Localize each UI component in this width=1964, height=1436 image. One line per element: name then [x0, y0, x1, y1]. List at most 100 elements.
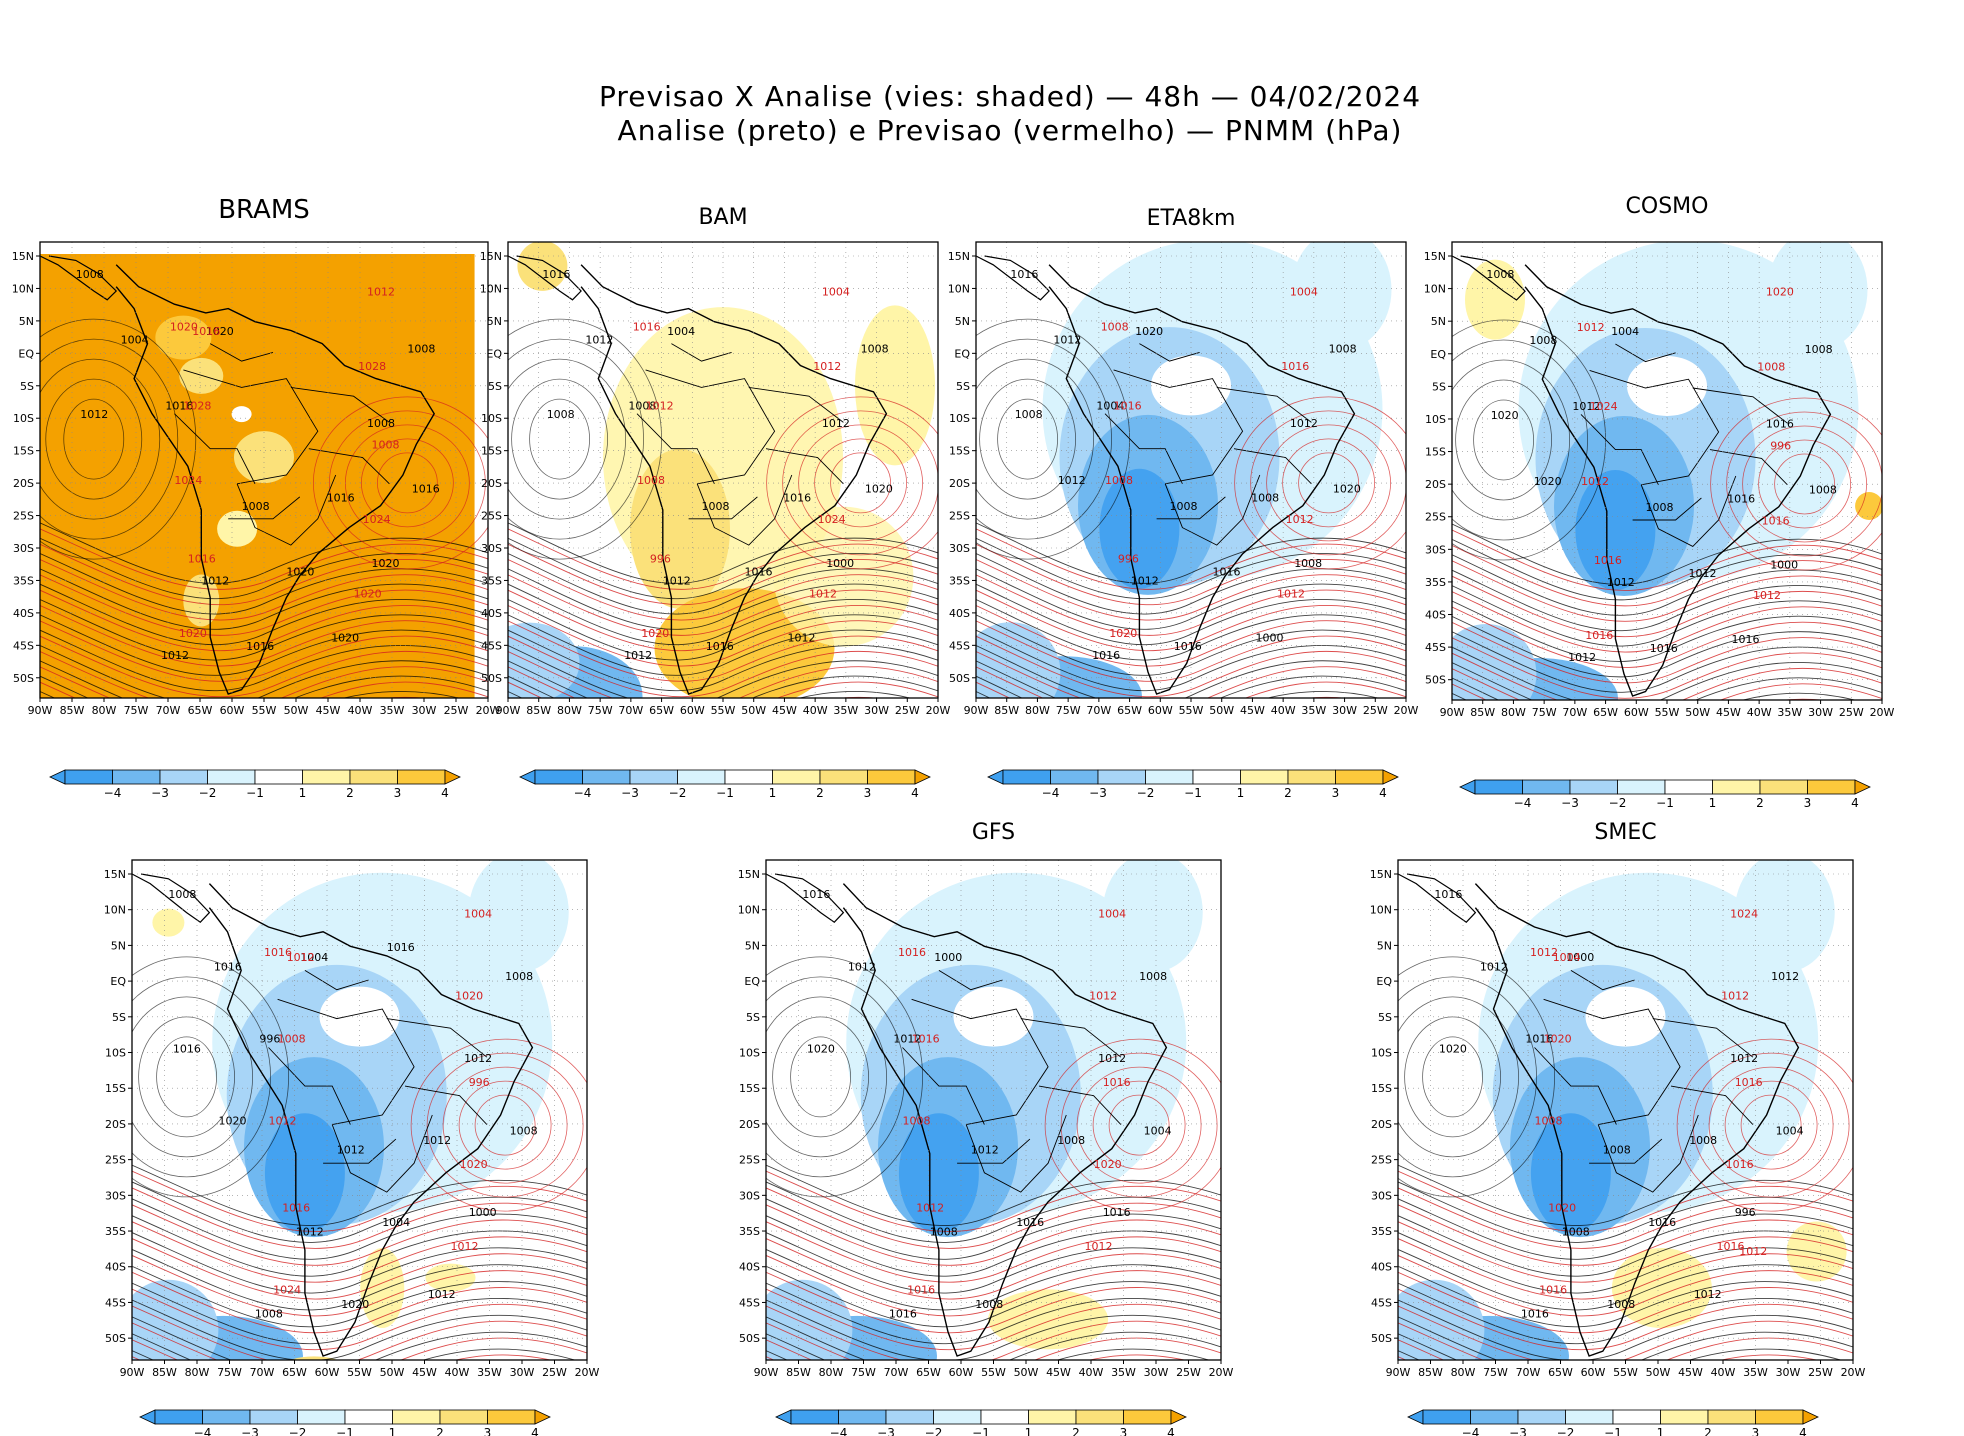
colorbar-right-arrow	[914, 769, 931, 785]
isobar-label-analysis: 1008	[1294, 557, 1322, 570]
lat-tick-label: EQ	[744, 975, 760, 988]
isobar-label-forecast: 1008	[1101, 321, 1129, 334]
colorbar-tick-label: −3	[151, 786, 169, 800]
isobar-label-analysis: 1016	[745, 566, 773, 579]
isobar-label-analysis: 1016	[1766, 418, 1794, 431]
isobar-label-forecast: 1008	[278, 1033, 306, 1046]
lat-tick-label: 35S	[739, 1225, 760, 1238]
colorbar-segment	[1565, 1409, 1614, 1425]
isobar-label-forecast: 1012	[1277, 588, 1305, 601]
isobar-label-analysis: 1016	[246, 640, 274, 653]
colorbar-segment	[487, 1409, 536, 1425]
colorbar-tick-label: −3	[241, 1426, 259, 1436]
lat-tick-label: 15S	[13, 445, 34, 458]
isobar-label-analysis: 1012	[1572, 400, 1600, 413]
isobar-label-analysis: 1012	[1568, 651, 1596, 664]
lat-tick-label: 40S	[1425, 609, 1446, 622]
lon-tick-label: 35W	[1111, 1366, 1136, 1379]
lon-tick-label: 20W	[1394, 704, 1419, 717]
lat-tick-label: 45S	[1371, 1296, 1392, 1309]
isobar-label-forecast: 1024	[174, 474, 202, 487]
isobar-label-analysis: 1008	[628, 399, 656, 412]
panel-title-bam: BAM	[698, 205, 748, 230]
isobar-label-analysis: 1008	[510, 1124, 538, 1137]
colorbar-segment	[980, 1409, 1029, 1425]
lat-tick-label: 35S	[13, 574, 34, 587]
map-panel-panel5: 1008101210081012101210081012101610041016…	[104, 859, 600, 1379]
lon-tick-label: 65W	[1117, 704, 1142, 717]
lat-tick-label: 30S	[105, 1189, 126, 1202]
lat-tick-label: EQ	[1430, 348, 1446, 361]
colorbar-segment	[933, 1409, 982, 1425]
colorbar-segment	[1287, 769, 1336, 785]
lon-tick-label: 65W	[1593, 706, 1618, 719]
isobar-label-analysis: 1012	[161, 649, 189, 662]
isobar-label-analysis: 1016	[1521, 1307, 1549, 1320]
lon-tick-label: 25W	[1363, 704, 1388, 717]
isobar-label-analysis: 1004	[121, 334, 149, 347]
lat-tick-label: 20S	[739, 1118, 760, 1131]
lon-tick-label: 40W	[445, 1366, 470, 1379]
isobar-label-forecast: 1004	[822, 285, 850, 298]
lon-tick-label: 70W	[1562, 706, 1587, 719]
isobar-label-forecast: 1016	[1594, 554, 1622, 567]
colorbar-segment	[1123, 1409, 1172, 1425]
lon-tick-label: 80W	[92, 704, 117, 717]
isobar-label-analysis: 1016	[1092, 649, 1120, 662]
lon-tick-label: 45W	[1046, 1366, 1071, 1379]
lat-tick-label: 10N	[738, 904, 760, 917]
isobar-label-analysis: 1012	[788, 631, 816, 644]
lat-tick-label: 15N	[1370, 868, 1392, 881]
isobar-label-forecast: 996	[469, 1076, 490, 1089]
isobar-label-analysis: 1012	[80, 408, 108, 421]
colorbar-segment	[1002, 769, 1051, 785]
lat-tick-label: 15S	[739, 1082, 760, 1095]
panel-title-brams: BRAMS	[218, 195, 310, 225]
isobar-label-analysis: 1008	[168, 888, 196, 901]
isobar-label-analysis: 1020	[206, 325, 234, 338]
isobar-label-analysis: 1012	[822, 417, 850, 430]
lat-tick-label: 15N	[104, 868, 126, 881]
lon-tick-label: 85W	[786, 1366, 811, 1379]
isobar-label-analysis: 1008	[861, 342, 889, 355]
isobar-label-analysis: 1016	[1103, 1206, 1131, 1219]
isobar-label-forecast: 1016	[282, 1201, 310, 1214]
isobar-label-forecast: 1008	[903, 1115, 931, 1128]
lat-tick-label: 35S	[105, 1225, 126, 1238]
isobar-label-forecast: 1020	[170, 321, 198, 334]
lat-tick-label: 25S	[481, 510, 502, 523]
colorbar-segment	[302, 769, 351, 785]
lat-tick-label: 20S	[13, 477, 34, 490]
lon-tick-label: 35W	[833, 704, 858, 717]
lat-tick-label: 40S	[739, 1261, 760, 1274]
lon-tick-label: 50W	[284, 704, 309, 717]
isobar-label-forecast: 1012	[916, 1201, 944, 1214]
panel-title-gfs: GFS	[971, 820, 1016, 845]
colorbar-tick-label: 2	[436, 1426, 444, 1436]
isobar-label-analysis: 1016	[165, 399, 193, 412]
lon-tick-label: 55W	[1613, 1366, 1638, 1379]
isobar-label-forecast: 1012	[1530, 946, 1558, 959]
isobar-label-analysis: 1012	[201, 575, 229, 588]
colorbar-tick-label: 2	[816, 786, 824, 800]
lon-tick-label: 70W	[156, 704, 181, 717]
lat-tick-label: 10S	[13, 412, 34, 425]
colorbar-tick-label: −4	[1042, 786, 1060, 800]
isobar-label-forecast: 1020	[1544, 1033, 1572, 1046]
map-panel-smec: 1016100810121008101210161008101210161020…	[1370, 859, 1866, 1379]
lat-tick-label: 10N	[12, 282, 34, 295]
isobar-label-analysis: 1016	[1650, 642, 1678, 655]
lat-tick-label: 5S	[112, 1011, 126, 1024]
lat-tick-label: 5S	[20, 380, 34, 393]
lon-tick-label: 65W	[649, 704, 674, 717]
colorbar-tick-label: 2	[1704, 1426, 1712, 1436]
lon-tick-label: 35W	[380, 704, 405, 717]
isobar-label-analysis: 1004	[1096, 399, 1124, 412]
colorbar-tick-label: −2	[925, 1426, 943, 1436]
isobar-label-analysis: 1008	[407, 342, 435, 355]
isobar-label-forecast: 1024	[818, 513, 846, 526]
lon-tick-label: 30W	[1776, 1366, 1801, 1379]
lon-tick-label: 60W	[949, 1366, 974, 1379]
colorbar-tick-label: 2	[1756, 796, 1764, 810]
isobar-label-analysis: 1020	[331, 631, 359, 644]
